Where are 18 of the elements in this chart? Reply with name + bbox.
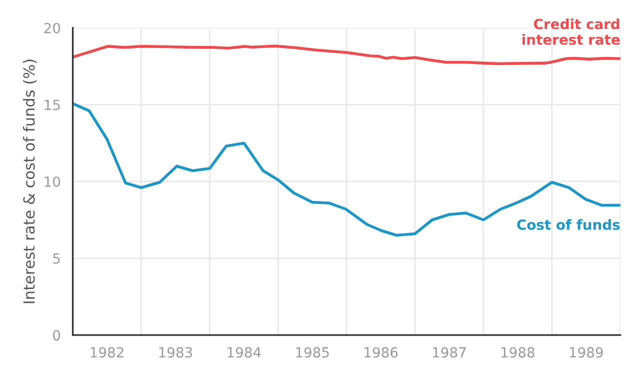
x-tick-label: 1982: [90, 347, 124, 358]
series-label: Credit card interest rate: [522, 18, 620, 45]
y-tick-label: 10: [44, 176, 60, 187]
y-tick-label: 15: [44, 100, 60, 110]
line-series: [72, 102, 620, 237]
x-tick-label: 1989: [570, 347, 603, 358]
line-series: [72, 44, 620, 66]
y-axis-title: Interest rate & cost of funds (%): [22, 60, 37, 304]
x-tick-label: 1987: [433, 347, 466, 358]
y-tick-label: 5: [53, 253, 60, 264]
series-label: Cost of funds: [517, 219, 620, 230]
x-tick-label: 1984: [228, 347, 261, 358]
y-tick-label: 20: [44, 22, 60, 34]
x-tick-label: 1985: [296, 347, 329, 358]
x-tick-label: 1983: [159, 347, 192, 358]
x-tick-label: 1988: [502, 347, 534, 358]
y-tick-label: 0: [53, 330, 60, 341]
x-tick-label: 1986: [364, 347, 398, 358]
